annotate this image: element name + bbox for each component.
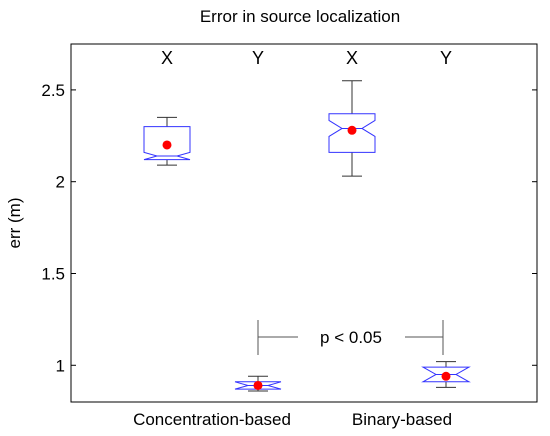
- plot-area-frame: [70, 43, 538, 403]
- y-tick-label: 2.5: [41, 81, 65, 100]
- mean-marker: [347, 125, 357, 135]
- y-tick-label: 2: [56, 173, 65, 192]
- chart-title: Error in source localization: [200, 7, 400, 26]
- boxes: [143, 80, 471, 392]
- x-group-label: Binary-based: [352, 410, 452, 429]
- mean-marker: [162, 140, 172, 150]
- x-group-label: Concentration-based: [133, 410, 291, 429]
- mean-marker: [441, 371, 451, 381]
- mean-marker: [253, 380, 263, 390]
- y-axis-label: err (m): [5, 198, 24, 249]
- box-1: [143, 116, 191, 166]
- box-3: [328, 80, 376, 177]
- column-label: Y: [440, 48, 452, 68]
- x-group-labels: Concentration-based Binary-based: [133, 410, 452, 429]
- box-2: [234, 375, 282, 392]
- significance-bracket: p < 0.05: [257, 320, 444, 355]
- column-label: X: [161, 48, 173, 68]
- column-label: X: [346, 48, 358, 68]
- y-tick-label: 1.5: [41, 264, 65, 283]
- y-axis-ticks: 1 1.5 2 2.5: [41, 81, 537, 375]
- y-tick-label: 1: [56, 356, 65, 375]
- column-label: Y: [252, 48, 264, 68]
- box-4: [421, 361, 471, 388]
- p-value-label: p < 0.05: [320, 328, 382, 347]
